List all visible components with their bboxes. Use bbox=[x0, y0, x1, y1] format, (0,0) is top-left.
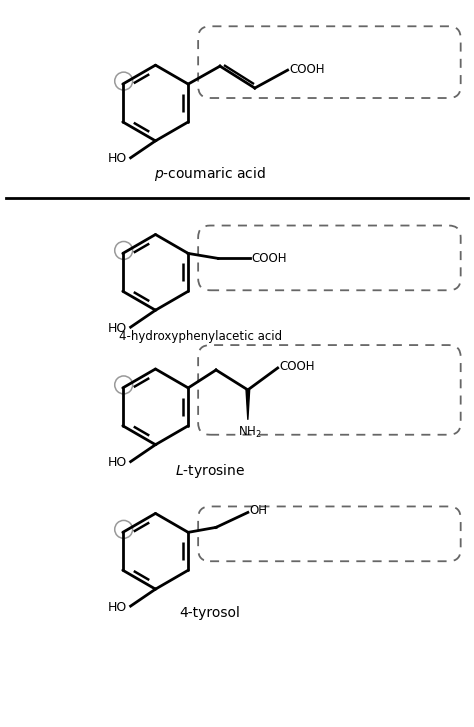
Text: COOH: COOH bbox=[290, 63, 325, 76]
Text: HO: HO bbox=[108, 601, 127, 614]
Text: HO: HO bbox=[108, 152, 127, 165]
Text: NH$_2$: NH$_2$ bbox=[238, 425, 262, 440]
Text: 4-tyrosol: 4-tyrosol bbox=[180, 606, 241, 620]
Text: OH: OH bbox=[250, 504, 268, 517]
Text: $\it{L}$-tyrosine: $\it{L}$-tyrosine bbox=[175, 462, 245, 480]
Text: HO: HO bbox=[108, 321, 127, 334]
Text: 4-hydroxyphenylacetic acid: 4-hydroxyphenylacetic acid bbox=[118, 330, 282, 343]
Text: HO: HO bbox=[108, 456, 127, 469]
Text: $\it{p}$-coumaric acid: $\it{p}$-coumaric acid bbox=[154, 165, 266, 182]
Text: COOH: COOH bbox=[252, 252, 287, 265]
Text: COOH: COOH bbox=[280, 361, 315, 374]
Polygon shape bbox=[246, 390, 250, 419]
